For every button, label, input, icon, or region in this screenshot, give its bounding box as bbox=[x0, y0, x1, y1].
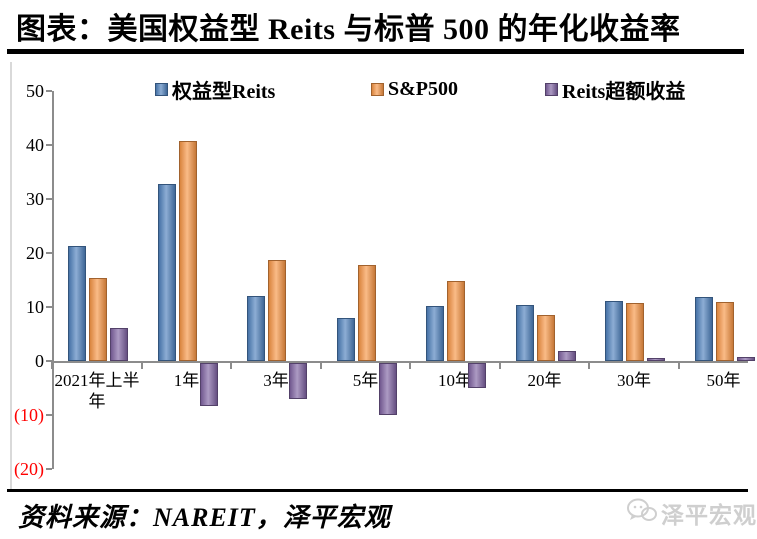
bar bbox=[199, 363, 218, 407]
legend-label: S&P500 bbox=[388, 77, 458, 100]
bar bbox=[694, 297, 713, 361]
x-axis-tick bbox=[140, 361, 143, 369]
y-axis-label: 0 bbox=[35, 351, 44, 371]
x-axis-tick bbox=[588, 361, 590, 369]
y-axis-tick bbox=[46, 144, 52, 146]
bar bbox=[515, 304, 534, 361]
x-category-label: 3年 bbox=[263, 371, 289, 390]
x-category-label: 30年 bbox=[617, 371, 651, 390]
y-axis-tick bbox=[46, 468, 52, 470]
legend-item: S&P500 bbox=[371, 78, 458, 100]
y-axis-tick bbox=[46, 252, 52, 254]
title-divider bbox=[7, 49, 744, 54]
legend-label: 权益型Reits bbox=[172, 80, 276, 103]
y-axis-label: 20 bbox=[26, 243, 44, 263]
watermark-brand-text: 泽平宏观 bbox=[661, 503, 757, 528]
bar bbox=[336, 317, 355, 361]
y-axis-line bbox=[52, 91, 54, 469]
bar bbox=[89, 278, 107, 361]
x-axis-tick bbox=[51, 361, 53, 369]
footer-divider bbox=[7, 489, 748, 492]
x-category-label: 20年 bbox=[527, 371, 562, 390]
x-category-label: 1年 bbox=[173, 371, 200, 390]
x-axis-line bbox=[52, 361, 748, 363]
y-axis-label: 10 bbox=[26, 297, 44, 317]
bar-chart: 权益型Reits S&P500 Reits超额收益 50 40 30 20 10 0 (10) (2… bbox=[0, 60, 757, 492]
source-note: 资料来源：NAREIT，泽平宏观 bbox=[18, 503, 391, 532]
y-axis-tick bbox=[46, 90, 52, 92]
legend-swatch bbox=[545, 82, 558, 96]
bar bbox=[289, 363, 307, 400]
y-axis-label: (10) bbox=[14, 405, 44, 425]
bar bbox=[736, 356, 755, 361]
y-axis-tick bbox=[46, 306, 52, 308]
x-category-label: 10年 bbox=[438, 371, 472, 390]
legend-label: Reits超额收益 bbox=[562, 80, 686, 103]
bar bbox=[247, 296, 265, 361]
x-axis-tick bbox=[319, 361, 322, 369]
x-axis-tick bbox=[677, 361, 680, 369]
x-axis-tick bbox=[409, 361, 411, 369]
chart-title: 图表：美国权益型 Reits 与标普 500 的年化收益率 bbox=[16, 13, 681, 46]
bar bbox=[357, 264, 376, 361]
x-category-label: 5年 bbox=[352, 371, 379, 390]
bar bbox=[447, 281, 465, 361]
bar bbox=[268, 260, 286, 361]
y-axis-label: 30 bbox=[26, 189, 44, 209]
y-axis-tick bbox=[46, 198, 52, 200]
x-category-label: 50年 bbox=[706, 371, 741, 390]
legend-item: 权益型Reits bbox=[155, 78, 275, 103]
legend-item: Reits超额收益 bbox=[545, 78, 685, 103]
bar bbox=[68, 245, 86, 361]
bar bbox=[715, 301, 734, 361]
bar bbox=[157, 183, 176, 361]
y-axis-label: 50 bbox=[26, 81, 44, 101]
legend-swatch bbox=[371, 82, 384, 96]
bar bbox=[626, 303, 644, 361]
bar bbox=[468, 363, 486, 388]
brand-watermark: 泽平宏观 bbox=[626, 496, 757, 530]
y-axis-label: (20) bbox=[14, 459, 44, 479]
x-axis-tick bbox=[498, 361, 501, 369]
x-category-label: 2021年上半年 bbox=[54, 371, 140, 411]
bar bbox=[378, 363, 397, 416]
bar bbox=[536, 314, 555, 361]
legend-swatch bbox=[155, 82, 168, 96]
bar bbox=[605, 300, 623, 361]
y-axis-label: 40 bbox=[26, 135, 44, 155]
bar bbox=[178, 140, 197, 361]
bar bbox=[426, 305, 444, 361]
bar bbox=[110, 328, 128, 361]
bar bbox=[557, 351, 576, 361]
y-axis-tick bbox=[46, 414, 52, 416]
x-axis-tick bbox=[230, 361, 232, 369]
chart-left-border bbox=[10, 62, 12, 490]
bar bbox=[647, 358, 665, 361]
wechat-bubbles-icon bbox=[626, 497, 658, 530]
y-axis-tick bbox=[46, 360, 52, 362]
